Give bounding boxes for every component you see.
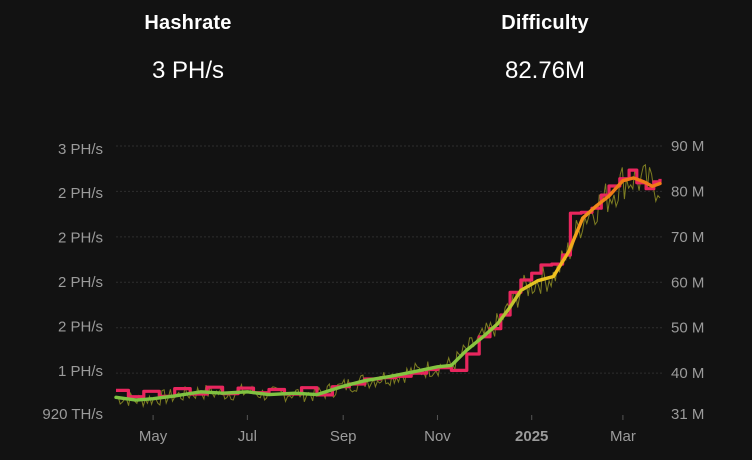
right-axis-ticks: 31 M 40 M 50 M 60 M 70 M 80 M 90 M [671,138,704,423]
difficulty-stat: Difficulty 82.76M [415,12,675,85]
x-axis-tick-label: May [139,428,168,445]
difficulty-value: 82.76M [504,57,586,84]
hashrate-stat: Hashrate 3 PH/s [58,12,318,85]
right-axis-tick-label: 60 M [671,274,704,291]
x-axis-tick-label: 2025 [515,428,548,445]
hashrate-average-series [114,176,662,402]
difficulty-title: Difficulty [501,12,589,34]
hashrate-raw-series [115,163,661,409]
left-axis-ticks: 920 TH/s 1 PH/s 2 PH/s 2 PH/s 2 PH/s 2 PH/s 3 … [42,141,103,423]
x-axis-tick-label: Nov [424,428,451,445]
hashrate-average-line [114,176,662,402]
hashrate-raw-line [115,163,661,409]
left-axis-tick-label: 1 PH/s [58,363,103,380]
right-axis-tick-label: 40 M [671,365,704,382]
right-axis-tick-label: 70 M [671,229,704,246]
right-axis-tick-label: 31 M [671,406,704,423]
difficulty-series [116,168,662,399]
hashrate-title: Hashrate [144,12,232,34]
x-axis-tick-label: Mar [610,428,636,445]
left-axis-tick-label: 2 PH/s [58,274,103,291]
right-axis-tick-label: 50 M [671,320,704,337]
left-axis-tick-label: 2 PH/s [58,319,103,336]
right-axis-tick-label: 90 M [671,138,704,155]
difficulty-line [116,168,662,399]
x-axis-ticks: May Jul Sep Nov 2025 Mar [139,415,636,445]
left-axis-tick-label: 2 PH/s [58,230,103,247]
left-axis-tick-label: 3 PH/s [58,141,103,158]
grid [116,145,664,374]
hashrate-value: 3 PH/s [151,57,225,84]
left-axis-tick-label: 920 TH/s [42,406,103,423]
left-axis-tick-label: 2 PH/s [58,185,103,202]
x-axis-tick-label: Jul [238,428,257,445]
right-axis-tick-label: 80 M [671,183,704,200]
x-axis-tick-label: Sep [330,428,357,445]
